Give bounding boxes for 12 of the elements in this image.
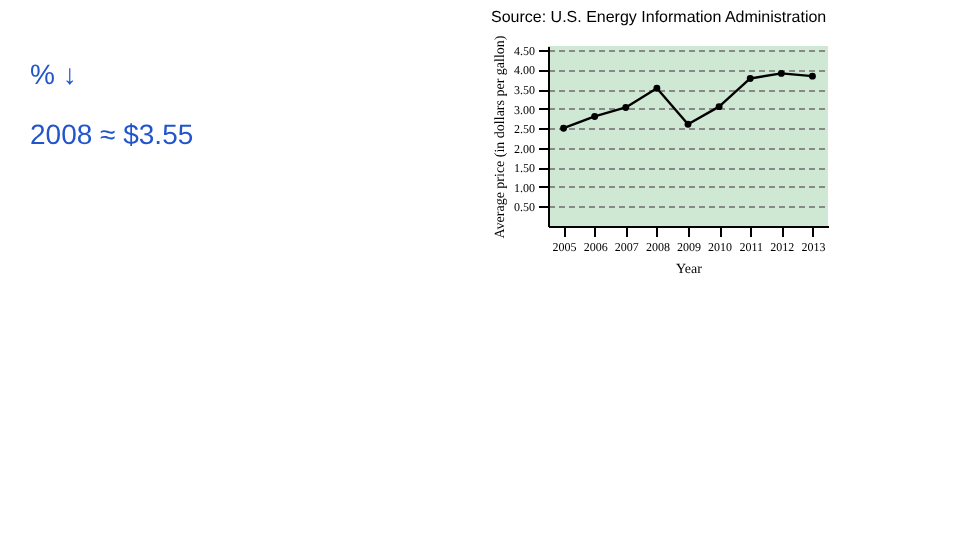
point — [715, 103, 723, 111]
point — [808, 72, 816, 80]
text: 2008 ≈ $3.55 — [30, 118, 194, 150]
point — [653, 84, 661, 92]
point — [777, 69, 785, 77]
point — [746, 75, 754, 82]
point — [622, 103, 630, 111]
point — [684, 120, 692, 128]
point — [560, 124, 568, 132]
point — [591, 112, 599, 120]
source-note: Source: U.S. Energy Information Administration — [491, 8, 827, 27]
text: % ↓ — [30, 58, 77, 90]
